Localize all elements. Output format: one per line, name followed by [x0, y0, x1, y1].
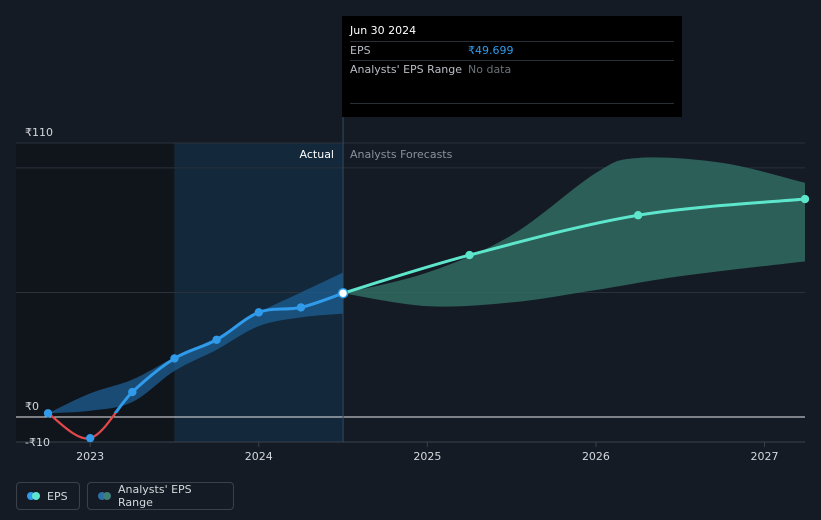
tooltip-row-range: Analysts' EPS Range No data	[350, 60, 674, 104]
legend-eps-label: EPS	[47, 489, 68, 503]
eps-point-forecast	[800, 194, 810, 204]
legend-eps-range[interactable]: Analysts' EPS Range	[87, 482, 234, 510]
eps-point-forecast	[465, 250, 474, 260]
tooltip-range-value: No data	[468, 63, 512, 76]
x-tick-label: 2024	[245, 450, 273, 463]
eps-points	[43, 194, 810, 443]
eps-point-actual	[170, 354, 179, 363]
legend-eps-range-label: Analysts' EPS Range	[118, 483, 192, 509]
actual-label: Actual	[300, 148, 334, 161]
eps-point-selected	[337, 287, 349, 299]
tooltip-range-label: Analysts' EPS Range	[350, 63, 463, 76]
y-axis-labels: ₹110 ₹0 -₹10	[25, 126, 53, 449]
eps-lines	[46, 197, 807, 440]
eps-actual-line	[46, 291, 345, 413]
range-band-actual	[48, 272, 344, 414]
eps-point-actual	[85, 433, 95, 443]
tooltip: Jun 30 2024 EPS ₹49.699 Analysts' EPS Ra…	[342, 16, 682, 117]
tooltip-eps-label: EPS	[350, 44, 371, 57]
y-tick-label: -₹10	[25, 436, 50, 449]
tooltip-row-eps: EPS ₹49.699	[350, 41, 674, 60]
x-tick-label: 2023	[76, 450, 104, 463]
y-tick-label: ₹110	[25, 126, 53, 139]
eps-point-actual	[128, 387, 137, 397]
eps-swatch-icon	[27, 492, 40, 500]
x-axis-labels: 2023 2024 2025 2026 2027	[76, 442, 779, 463]
x-tick-label: 2027	[751, 450, 779, 463]
eps-point-actual	[212, 335, 221, 344]
forecast-label: Analysts Forecasts	[350, 148, 453, 161]
eps-point-forecast	[633, 211, 643, 220]
range-band-forecast	[343, 157, 805, 307]
eps-negative-segment	[46, 413, 117, 440]
x-tick-label: 2026	[582, 450, 610, 463]
eps-point-actual	[254, 308, 263, 317]
eps-forecast-line	[341, 197, 807, 295]
tooltip-date: Jun 30 2024	[350, 24, 417, 37]
y-tick-label: ₹0	[25, 400, 39, 413]
eps-point-actual	[296, 303, 306, 312]
eps-point-actual	[43, 409, 53, 418]
eps-range-swatch-icon	[98, 492, 111, 500]
tooltip-eps-value: ₹49.699	[468, 44, 514, 57]
legend-eps[interactable]: EPS	[16, 482, 80, 510]
x-tick-label: 2025	[413, 450, 441, 463]
range-bands	[48, 157, 805, 414]
